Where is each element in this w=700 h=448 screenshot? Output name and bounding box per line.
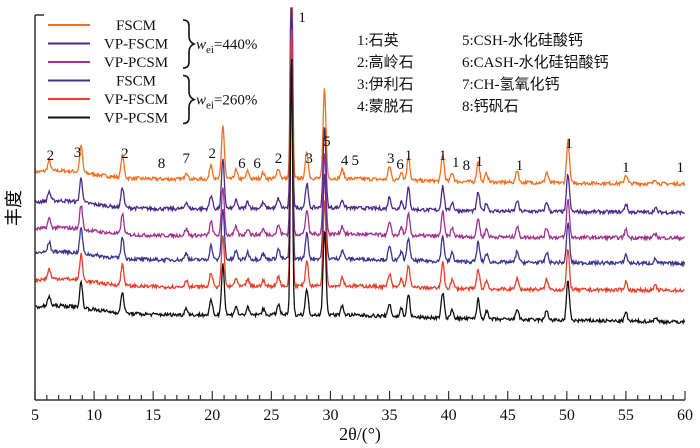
x-tick-label: 10 [86, 407, 102, 424]
x-tick-label: 15 [145, 407, 161, 424]
x-tick-label: 45 [500, 407, 516, 424]
legend-label: FSCM [116, 18, 156, 34]
peak-label: 6 [238, 156, 246, 172]
x-tick-label: 60 [677, 407, 693, 424]
peak-label: 6 [396, 157, 404, 173]
x-tick-label: 25 [263, 407, 279, 424]
peak-label: 3 [387, 151, 395, 167]
peak-label: 6 [253, 156, 261, 172]
peak-label: 1 [516, 158, 524, 174]
peak-label: 1 [565, 136, 573, 152]
group-brace [182, 19, 197, 69]
series-line-2 [34, 7, 686, 242]
phase-legend: 1:石英 2:高岭石 3:伊利石 4:蒙脱石 5:CSH-水化硅酸钙 6:CASH-水化硅… [357, 31, 609, 115]
series-line-3 [34, 7, 686, 268]
x-tick-label: 20 [204, 407, 220, 424]
x-tick-label: 50 [559, 407, 575, 424]
x-tick-label: 5 [31, 407, 39, 424]
peak-label: 1 [452, 155, 460, 171]
series-line-5 [34, 58, 686, 326]
peak-label: 2 [275, 151, 283, 167]
peak-label: 2 [47, 148, 55, 164]
phase-legend-item: 4:蒙脱石 [357, 98, 414, 115]
peak-label: 2 [121, 146, 129, 162]
x-ticks: 5 10 15 20 25 30 35 40 45 50 55 60 [31, 391, 693, 424]
group-label: wei=440% [196, 37, 257, 56]
phase-legend-item: 6:CASH-水化硅铝酸钙 [462, 54, 609, 71]
y-axis-label: 丰度 [4, 190, 24, 226]
phase-legend-item: 7:CH-氢氧化钙 [462, 76, 560, 93]
group-label: wei=260% [196, 93, 257, 112]
series-line-1 [34, 7, 686, 216]
phase-legend-item: 2:高岭石 [357, 54, 414, 71]
peak-label: 2 [209, 146, 217, 162]
x-tick-label: 30 [322, 407, 338, 424]
x-tick-label: 55 [618, 407, 634, 424]
peak-label: 1 [677, 160, 685, 176]
legend-label: VP-PCSM [104, 55, 168, 71]
legend-label: VP-FSCM [104, 92, 168, 108]
legend-label: FSCM [116, 74, 156, 90]
series-line-0 [34, 7, 686, 188]
traces [34, 7, 686, 326]
phase-legend-item: 3:伊利石 [357, 76, 414, 93]
peak-label: 1 [298, 10, 306, 26]
peak-label: 4 [341, 153, 349, 169]
x-tick-label: 40 [441, 407, 457, 424]
peak-label: 1 [476, 154, 484, 170]
legend-label: VP-FSCM [104, 37, 168, 53]
peak-label: 3 [305, 151, 313, 167]
x-tick-label: 35 [382, 407, 398, 424]
peak-label: 7 [183, 151, 191, 167]
peak-label: 3 [74, 145, 82, 161]
peak-label: 1 [439, 148, 447, 164]
group-brace [182, 74, 197, 125]
peak-label: 5 [352, 153, 360, 169]
series-line-4 [34, 29, 685, 295]
legend: FSCM VP-FSCM VP-PCSM FSCM VP-FSCM VP-PCSM wei=… [48, 18, 257, 127]
peak-label: 8 [158, 156, 166, 172]
phase-legend-item: 8:钙矾石 [462, 98, 519, 115]
peak-label: 1 [405, 148, 413, 164]
x-axis-label: 2θ/(°) [339, 424, 381, 445]
peak-label: 8 [463, 158, 471, 174]
phase-legend-item: 1:石英 [357, 31, 399, 49]
legend-label: VP-PCSM [104, 111, 168, 127]
peak-label: 5 [323, 134, 331, 150]
phase-legend-item: 5:CSH-水化硅酸钙 [462, 32, 583, 49]
peak-label: 1 [622, 160, 630, 176]
